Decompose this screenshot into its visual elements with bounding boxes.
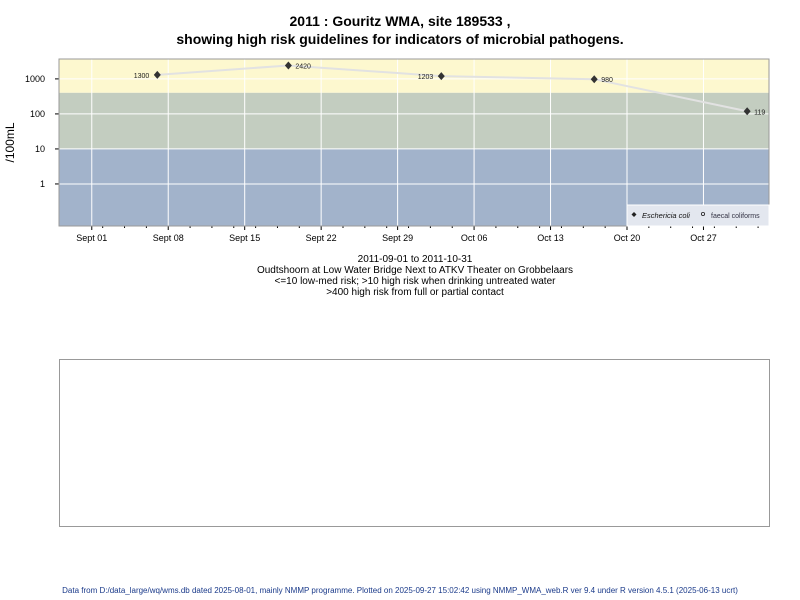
data-point xyxy=(284,61,292,70)
footer-note: Data from D:/data_large/wq/wms.db dated … xyxy=(62,586,738,595)
y-axis-label: /100mL xyxy=(3,122,17,162)
y-tick-label: 100 xyxy=(30,109,45,119)
chart-title-line1: 2011 : Gouritz WMA, site 189533 , xyxy=(289,13,511,29)
data-point xyxy=(437,72,445,81)
x-tick-label: Oct 27 xyxy=(690,233,717,243)
plot-frame xyxy=(58,58,770,227)
data-label: 1300 xyxy=(134,73,150,80)
x-tick-label: Oct 13 xyxy=(537,233,564,243)
chart-title-line2: showing high risk guidelines for indicat… xyxy=(176,31,624,47)
y-tick-label: 1 xyxy=(40,179,45,189)
y-tick-label: 10 xyxy=(35,144,45,154)
legend-box xyxy=(626,204,770,227)
risk-band-1 xyxy=(59,92,769,149)
caption-risk-contact: >400 high risk from full or partial cont… xyxy=(326,287,504,298)
x-tick-label: Sept 15 xyxy=(229,233,260,243)
x-tick-label: Sept 01 xyxy=(76,233,107,243)
caption-site: Oudtshoorn at Low Water Bridge Next to A… xyxy=(256,265,574,276)
chart: 1 10 100 1000 Sept 01 Sept 08 Sept 15 Sept 22 Se… xyxy=(3,58,770,243)
x-tick-label: Sept 29 xyxy=(382,233,413,243)
x-tick-label: Oct 06 xyxy=(461,233,488,243)
y-tick-label: 1000 xyxy=(25,74,45,84)
risk-band-0 xyxy=(59,59,769,93)
data-label: 2420 xyxy=(295,63,311,70)
x-tick-label: Oct 20 xyxy=(614,233,641,243)
data-label: 980 xyxy=(601,77,613,84)
data-point xyxy=(743,107,751,116)
caption-risk-drinking: <=10 low-med risk; >10 high risk when dr… xyxy=(274,276,556,287)
data-label: 119 xyxy=(754,109,765,116)
legend-marker-filled-diamond xyxy=(631,212,637,217)
data-label: 1203 xyxy=(418,74,434,81)
data-point xyxy=(153,70,161,79)
x-tick-label: Sept 22 xyxy=(306,233,337,243)
caption-date-range: 2011-09-01 to 2011-10-31 xyxy=(357,254,473,265)
legend-label: Eschericia coli xyxy=(642,211,690,220)
legend-label: faecal coliforms xyxy=(711,213,760,220)
data-point xyxy=(590,75,598,84)
legend-marker-open-circle xyxy=(701,211,706,216)
empty-plot-panel xyxy=(59,359,770,527)
x-tick-label: Sept 08 xyxy=(153,233,184,243)
